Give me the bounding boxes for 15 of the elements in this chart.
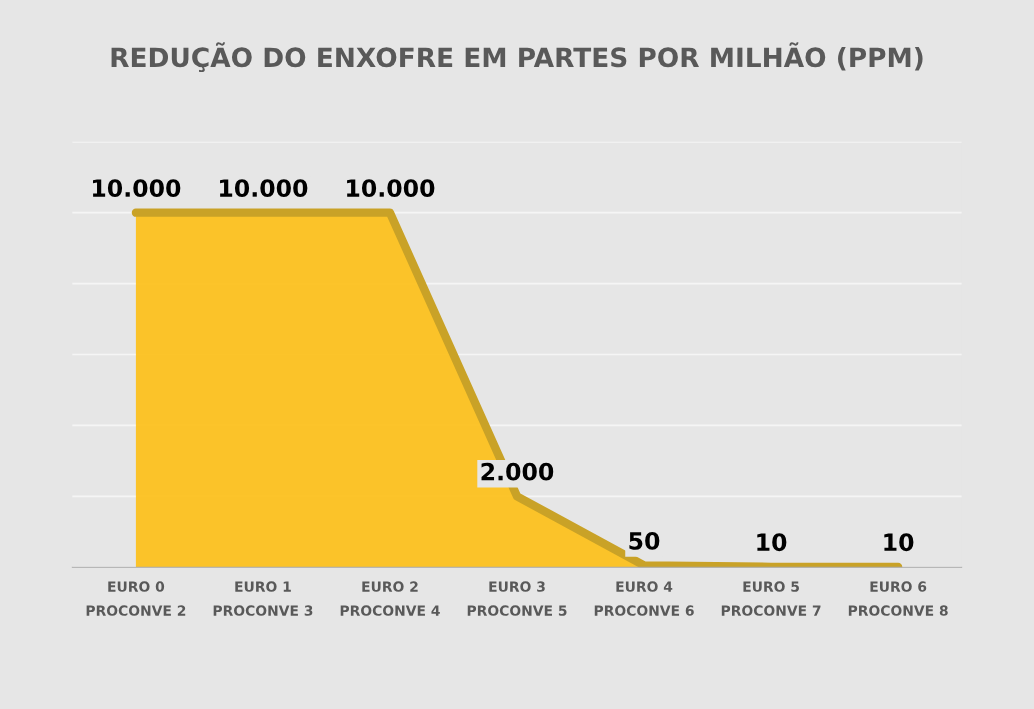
- data-label: 50: [629, 531, 660, 550]
- x-tick-label: EURO 0 PROCONVE 2: [86, 581, 186, 616]
- x-tick-label: EURO 6 PROCONVE 8: [848, 581, 948, 616]
- data-label: 10.000: [93, 179, 181, 198]
- x-tick-label: EURO 4 PROCONVE 6: [594, 581, 694, 616]
- data-label: 10.000: [347, 179, 435, 198]
- x-tick-label: EURO 1 PROCONVE 3: [213, 581, 313, 616]
- data-label: 10: [884, 533, 914, 552]
- data-label: 10.000: [220, 179, 308, 198]
- data-label: 2.000: [481, 462, 554, 481]
- chart-title: REDUÇÃO DO ENXOFRE EM PARTES POR MILHÃO (PPM): [111, 42, 923, 73]
- data-label: 10: [757, 533, 787, 552]
- x-tick-label: EURO 2 PROCONVE 4: [340, 581, 440, 616]
- x-tick-label: EURO 3 PROCONVE 5: [467, 581, 567, 616]
- x-tick-label: EURO 5 PROCONVE 7: [721, 581, 821, 616]
